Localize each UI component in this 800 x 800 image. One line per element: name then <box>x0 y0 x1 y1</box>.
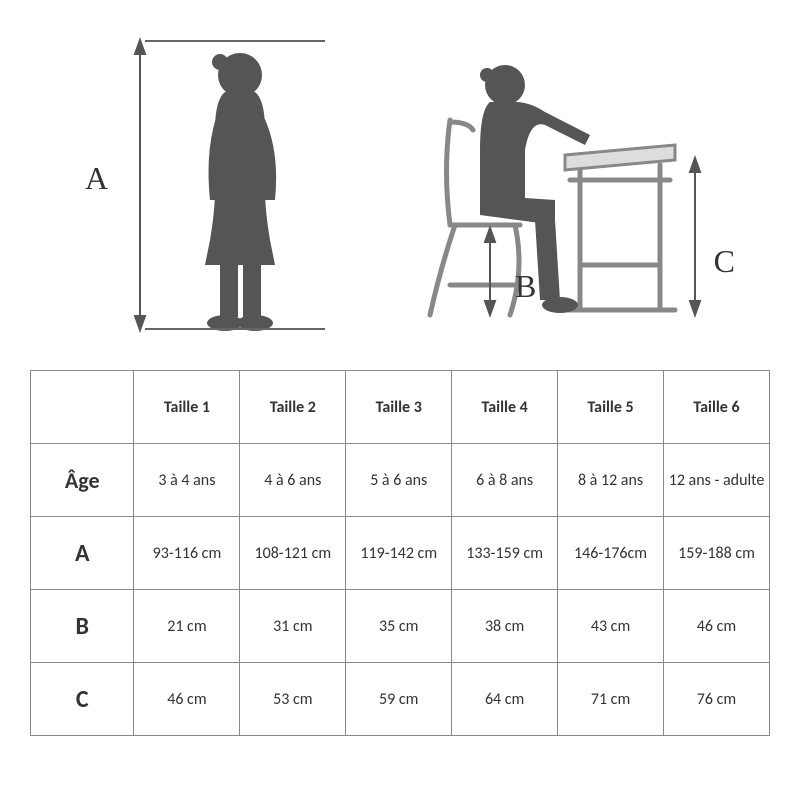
table-row: Âge 3 à 4 ans 4 à 6 ans 5 à 6 ans 6 à 8 … <box>31 444 770 517</box>
diagram-sitting: B C <box>395 30 735 340</box>
cell: 93-116 cm <box>134 517 240 590</box>
cell: 5 à 6 ans <box>346 444 452 517</box>
cell: 21 cm <box>134 590 240 663</box>
header-taille6: Taille 6 <box>664 371 770 444</box>
cell: 46 cm <box>664 590 770 663</box>
label-C: C <box>714 243 735 280</box>
cell: 64 cm <box>452 663 558 736</box>
table-header-row: Taille 1 Taille 2 Taille 3 Taille 4 Tail… <box>31 371 770 444</box>
table-row: B 21 cm 31 cm 35 cm 38 cm 43 cm 46 cm <box>31 590 770 663</box>
cell: 12 ans - adulte <box>664 444 770 517</box>
table-row: C 46 cm 53 cm 59 cm 64 cm 71 cm 76 cm <box>31 663 770 736</box>
height-line-bottom <box>145 328 325 330</box>
header-taille5: Taille 5 <box>558 371 664 444</box>
cell: 76 cm <box>664 663 770 736</box>
cell: 133-159 cm <box>452 517 558 590</box>
label-A: A <box>85 160 108 197</box>
height-line-top <box>145 40 325 42</box>
header-taille3: Taille 3 <box>346 371 452 444</box>
cell: 38 cm <box>452 590 558 663</box>
cell: 59 cm <box>346 663 452 736</box>
cell: 53 cm <box>240 663 346 736</box>
cell: 146-176cm <box>558 517 664 590</box>
cell: 31 cm <box>240 590 346 663</box>
cell: 159-188 cm <box>664 517 770 590</box>
cell: 71 cm <box>558 663 664 736</box>
rowhead-A: A <box>31 517 134 590</box>
diagrams-row: A <box>30 10 770 340</box>
cell: 108-121 cm <box>240 517 346 590</box>
cell: 8 à 12 ans <box>558 444 664 517</box>
cell: 6 à 8 ans <box>452 444 558 517</box>
rowhead-C: C <box>31 663 134 736</box>
size-table: Taille 1 Taille 2 Taille 3 Taille 4 Tail… <box>30 370 770 736</box>
header-taille1: Taille 1 <box>134 371 240 444</box>
cell: 119-142 cm <box>346 517 452 590</box>
cell: 4 à 6 ans <box>240 444 346 517</box>
cell: 43 cm <box>558 590 664 663</box>
header-blank <box>31 371 134 444</box>
table-row: A 93-116 cm 108-121 cm 119-142 cm 133-15… <box>31 517 770 590</box>
rowhead-B: B <box>31 590 134 663</box>
cell: 3 à 4 ans <box>134 444 240 517</box>
header-taille2: Taille 2 <box>240 371 346 444</box>
sitting-figure-svg <box>395 30 735 340</box>
rowhead-age: Âge <box>31 444 134 517</box>
cell: 46 cm <box>134 663 240 736</box>
diagram-standing: A <box>65 30 325 340</box>
cell: 35 cm <box>346 590 452 663</box>
header-taille4: Taille 4 <box>452 371 558 444</box>
infographic-container: A <box>0 0 800 800</box>
label-B: B <box>515 268 536 305</box>
